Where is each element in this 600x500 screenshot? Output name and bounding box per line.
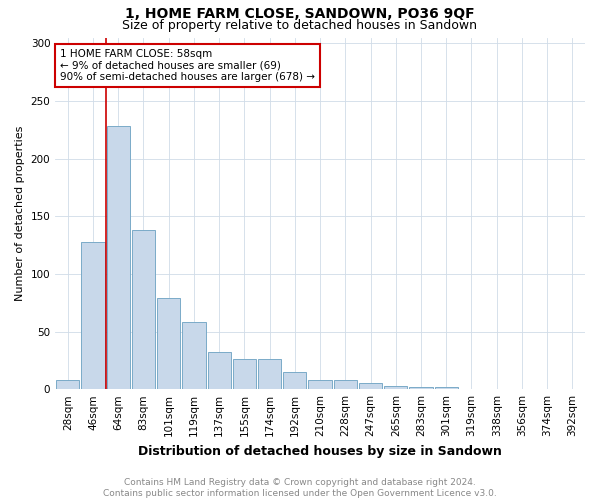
Bar [157,298,181,389]
Bar [409,387,433,389]
Bar [233,359,256,389]
Bar [308,380,332,389]
Bar [82,242,104,389]
Text: Size of property relative to detached houses in Sandown: Size of property relative to detached ho… [122,19,478,32]
Text: Contains HM Land Registry data © Crown copyright and database right 2024.
Contai: Contains HM Land Registry data © Crown c… [103,478,497,498]
Bar [132,230,155,389]
Bar [107,126,130,389]
Bar [384,386,407,389]
Bar [334,380,357,389]
Y-axis label: Number of detached properties: Number of detached properties [15,126,25,301]
X-axis label: Distribution of detached houses by size in Sandown: Distribution of detached houses by size … [138,444,502,458]
Bar [434,387,458,389]
Bar [56,380,79,389]
Bar [182,322,206,389]
Bar [359,384,382,389]
Bar [283,372,307,389]
Text: 1, HOME FARM CLOSE, SANDOWN, PO36 9QF: 1, HOME FARM CLOSE, SANDOWN, PO36 9QF [125,8,475,22]
Text: 1 HOME FARM CLOSE: 58sqm
← 9% of detached houses are smaller (69)
90% of semi-de: 1 HOME FARM CLOSE: 58sqm ← 9% of detache… [60,49,315,82]
Bar [258,359,281,389]
Bar [208,352,231,389]
